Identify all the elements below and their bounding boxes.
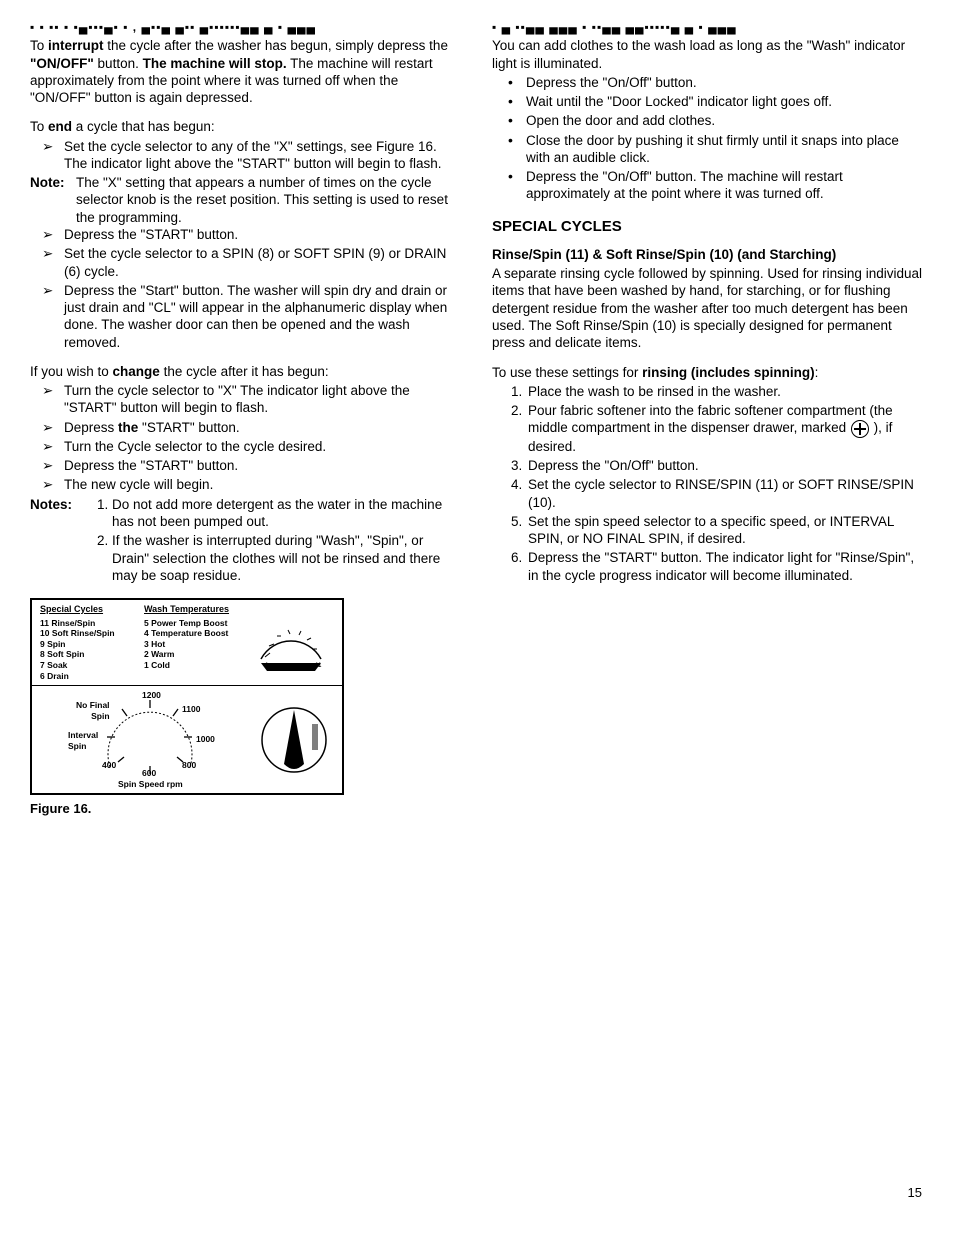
notes-label: Notes: [30, 496, 94, 586]
add-list-item: Open the door and add clothes. [526, 112, 924, 129]
end-list-item: Set the cycle selector to a SPIN (8) or … [64, 245, 462, 280]
fig-line: 11 Rinse/Spin [40, 618, 138, 629]
left-column: ▪ ▪ ▪▪ ▪ ▪▄▪▪▪▄▪ ▪ , ▄▪▪▄ ▄▪▪ ▄▪▪▪▪▪▪▄▄ … [30, 20, 462, 818]
fig-line: 2 Warm [144, 649, 242, 660]
add-list-item: Wait until the "Door Locked" indicator l… [526, 93, 924, 110]
rinse-spin-subhead: Rinse/Spin (11) & Soft Rinse/Spin (10) (… [492, 246, 924, 263]
note-text: The "X" setting that appears a number of… [76, 174, 462, 226]
rinse-steps-list: Place the wash to be rinsed in the washe… [492, 383, 924, 584]
change-list: Turn the cycle selector to "X" The indic… [30, 382, 462, 494]
spin-label: 800 [182, 760, 196, 771]
fig-line: 5 Power Temp Boost [144, 618, 242, 629]
rinse-step: Depress the "On/Off" button. [526, 457, 924, 474]
spin-label: 1000 [196, 734, 215, 745]
add-list-item: Close the door by pushing it shut firmly… [526, 132, 924, 167]
spin-label: Interval Spin [68, 730, 98, 752]
fig-line: 6 Drain [40, 671, 138, 682]
rinse-step: Place the wash to be rinsed in the washe… [526, 383, 924, 400]
fig-col1-header: Special Cycles [40, 604, 138, 616]
spin-label: 600 [142, 768, 156, 779]
cutoff-heading-left: ▪ ▪ ▪▪ ▪ ▪▄▪▪▪▄▪ ▪ , ▄▪▪▄ ▄▪▪ ▄▪▪▪▪▪▪▄▄ … [30, 20, 462, 35]
end-list-item: Depress the "START" button. [64, 226, 462, 243]
page-number: 15 [908, 1185, 922, 1202]
fig-line: 1 Cold [144, 660, 242, 671]
fig-line: 8 Soft Spin [40, 649, 138, 660]
rinse-step: Set the cycle selector to RINSE/SPIN (11… [526, 476, 924, 511]
end-list-2: Depress the "START" button. Set the cycl… [30, 226, 462, 351]
add-list-item: Depress the "On/Off" button. [526, 74, 924, 91]
end-intro: To end a cycle that has begun: [30, 118, 462, 135]
cycle-dial-icon: 1 11 [246, 600, 342, 685]
interrupt-paragraph: To interrupt the cycle after the washer … [30, 37, 462, 106]
add-list-item: Depress the "On/Off" button. The machine… [526, 168, 924, 203]
change-intro: If you wish to change the cycle after it… [30, 363, 462, 380]
notes-item: If the washer is interrupted during "Was… [112, 532, 462, 584]
dial-knob-icon [254, 704, 334, 776]
change-list-item: Turn the Cycle selector to the cycle des… [64, 438, 462, 455]
figure-16: Special Cycles 11 Rinse/Spin 10 Soft Rin… [30, 598, 344, 795]
rinse-spin-description: A separate rinsing cycle followed by spi… [492, 265, 924, 351]
figure-caption: Figure 16. [30, 801, 462, 818]
add-clothes-list: Depress the "On/Off" button. Wait until … [492, 74, 924, 203]
right-column: ▪ ▄ ▪▪▄▄ ▄▄▄ ▪ ▪▪▄▄ ▄▄▪▪▪▪▪▄ ▄ ▪ ▄▄▄ You… [492, 20, 924, 818]
fig-line: 10 Soft Rinse/Spin [40, 628, 138, 639]
spin-label: 400 [102, 760, 116, 771]
notes-block: Notes: Do not add more detergent as the … [30, 496, 462, 586]
end-list-1: Set the cycle selector to any of the "X"… [30, 138, 462, 173]
end-list-item: Depress the "Start" button. The washer w… [64, 282, 462, 351]
rinse-step: Set the spin speed selector to a specifi… [526, 513, 924, 548]
rinse-step: Pour fabric softener into the fabric sof… [526, 402, 924, 455]
change-list-item: Depress the "START" button. [64, 419, 462, 436]
add-clothes-paragraph: You can add clothes to the wash load as … [492, 37, 924, 72]
note-block: Note: The "X" setting that appears a num… [30, 174, 462, 226]
change-list-item: The new cycle will begin. [64, 476, 462, 493]
end-list-item: Set the cycle selector to any of the "X"… [64, 138, 462, 173]
notes-item: Do not add more detergent as the water i… [112, 496, 462, 531]
fig-line: 7 Soak [40, 660, 138, 671]
spin-label: No Final Spin [76, 700, 110, 722]
section-heading-special-cycles: SPECIAL CYCLES [492, 217, 924, 236]
rinse-steps-intro: To use these settings for rinsing (inclu… [492, 364, 924, 381]
spin-label: 1100 [182, 704, 200, 715]
change-list-item: Turn the cycle selector to "X" The indic… [64, 382, 462, 417]
spin-caption: Spin Speed rpm [118, 779, 183, 790]
spin-speed-dial: 1200 No Final Spin 1100 Interval Spin 10… [40, 692, 254, 787]
page: ▪ ▪ ▪▪ ▪ ▪▄▪▪▪▄▪ ▪ , ▄▪▪▄ ▄▪▪ ▄▪▪▪▪▪▪▄▄ … [30, 20, 924, 818]
spin-label: 1200 [142, 690, 161, 701]
fig-line: 3 Hot [144, 639, 242, 650]
cutoff-heading-right: ▪ ▄ ▪▪▄▄ ▄▄▄ ▪ ▪▪▄▄ ▄▄▪▪▪▪▪▄ ▄ ▪ ▄▄▄ [492, 20, 924, 35]
change-list-item: Depress the "START" button. [64, 457, 462, 474]
fig-line: 9 Spin [40, 639, 138, 650]
fig-line: 4 Temperature Boost [144, 628, 242, 639]
note-label: Note: [30, 174, 76, 226]
rinse-step: Depress the "START" button. The indicato… [526, 549, 924, 584]
fig-col2-header: Wash Temperatures [144, 604, 242, 616]
